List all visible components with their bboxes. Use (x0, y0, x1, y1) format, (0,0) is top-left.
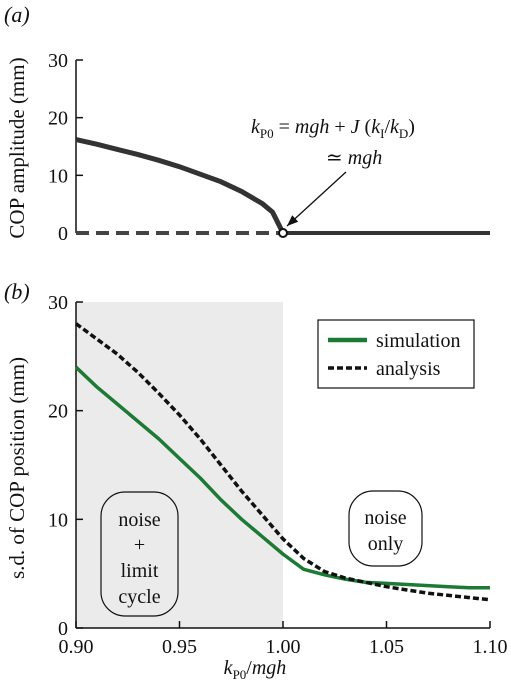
panel-b-series (74, 322, 491, 602)
region-label-right-line: only (368, 533, 404, 555)
panel-a-annotation-line2: ≃ mgh (326, 147, 382, 169)
panel-a-series-stable-branch (75, 137, 286, 235)
panel-b-y-tick-label: 0 (58, 618, 68, 640)
panel-b-y-tick-label: 30 (48, 292, 68, 314)
panel-a-y-ticks: 0 10 20 30 (48, 50, 83, 245)
region-label-left-box (100, 491, 179, 617)
panel-a-annotation-arrow (286, 171, 347, 227)
panel-a-y-tick-label: 30 (48, 50, 68, 72)
region-label-right-box (348, 490, 423, 567)
panel-b-y-ticks: 0 10 20 30 (48, 292, 83, 640)
shaded-region-rect (76, 302, 283, 628)
panel-b-y-axis-label: s.d. of COP position (mm) (5, 357, 29, 579)
panel-a-y-tick-label: 0 (58, 223, 68, 245)
region-label-left-line: limit (121, 560, 159, 582)
panel-a-y-axis-label: COP amplitude (mm) (5, 57, 29, 238)
panel-a-y-tick-label: 10 (48, 165, 68, 187)
panel-b-label: (b) (4, 279, 30, 304)
legend: simulation analysis (317, 319, 475, 389)
region-label-left-line: + (134, 534, 145, 556)
panel-b-x-tick-label: 1.10 (473, 636, 508, 658)
panel-b-x-axis-label: kP0/mgh (224, 657, 287, 682)
panel-b-x-tick-label: 0.90 (59, 636, 94, 658)
series-line-simulation (74, 365, 490, 590)
panel-b-y-tick-label: 10 (48, 509, 68, 531)
panel-b-y-tick-label: 20 (48, 401, 68, 423)
legend-label-analysis: analysis (376, 358, 441, 380)
panel-b-x-ticks: 0.90 0.95 1.00 1.05 1.10 (59, 621, 508, 658)
legend-box (317, 319, 475, 389)
legend-label-simulation: simulation (376, 330, 460, 352)
panel-a-arrow-head (287, 215, 299, 226)
panel-b-x-tick-label: 1.00 (266, 636, 301, 658)
panel-b-x-tick-label: 0.95 (162, 636, 197, 658)
panel-a-bifurcation-marker (278, 228, 288, 238)
panel-a-y-tick-label: 20 (48, 108, 68, 130)
panel-a-annotation-line1: kP0 = mgh + J (kI/kD) (251, 116, 415, 141)
region-label-left-line: cycle (118, 586, 160, 608)
panel-a-arrow-shaft (286, 171, 347, 227)
region-label-right-line: noise (364, 507, 406, 529)
region-label-noise-only: noise only (348, 490, 423, 567)
panel-b-x-tick-label: 1.05 (369, 636, 404, 658)
panel-b-shaded-region (76, 302, 283, 628)
region-label-noise-limit-cycle: noise + limit cycle (100, 491, 179, 617)
region-label-left-line: noise (118, 509, 160, 531)
panel-a-label: (a) (4, 2, 30, 27)
series-line-analysis (74, 322, 491, 602)
panel-a-series (75, 137, 490, 238)
